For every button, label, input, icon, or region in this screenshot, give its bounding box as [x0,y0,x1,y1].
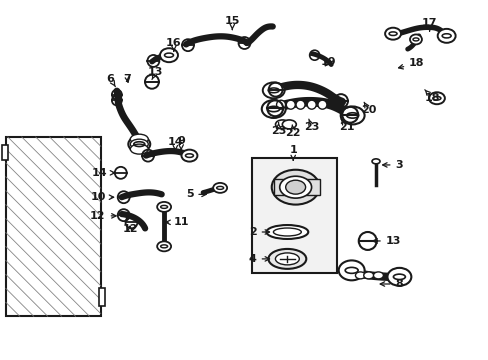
Ellipse shape [273,228,301,236]
Ellipse shape [275,253,299,265]
Text: 14: 14 [167,138,183,150]
Text: 7: 7 [123,74,131,84]
Ellipse shape [279,176,311,198]
Bar [305,179,319,195]
Ellipse shape [157,241,171,251]
Ellipse shape [262,82,284,98]
Ellipse shape [285,180,305,194]
Text: 12: 12 [90,211,116,221]
Ellipse shape [130,144,148,154]
Ellipse shape [266,225,307,239]
Text: 11: 11 [165,217,189,227]
Ellipse shape [130,134,148,144]
Bar [273,179,285,195]
Text: 12: 12 [122,225,138,234]
Text: 20: 20 [360,102,376,115]
Circle shape [276,100,285,109]
Text: 15: 15 [224,17,240,30]
Text: 22: 22 [285,125,300,138]
Text: 13: 13 [148,67,163,80]
Ellipse shape [338,260,364,280]
Text: 6: 6 [106,74,115,87]
Text: 10: 10 [90,192,113,202]
Ellipse shape [386,268,410,286]
Text: 4: 4 [248,254,269,264]
Ellipse shape [181,150,197,162]
Ellipse shape [355,272,365,279]
Ellipse shape [213,183,226,193]
Ellipse shape [409,35,421,44]
Ellipse shape [157,202,171,212]
Text: 1: 1 [289,144,297,160]
Ellipse shape [385,28,400,40]
Text: 8: 8 [379,279,403,289]
Ellipse shape [160,48,178,62]
Circle shape [285,100,295,109]
Polygon shape [6,137,101,316]
Ellipse shape [271,170,319,204]
Circle shape [295,100,305,109]
Text: 18: 18 [424,90,439,103]
Circle shape [306,100,316,109]
Text: 18: 18 [398,58,424,69]
Text: 2: 2 [248,227,269,237]
Ellipse shape [275,120,289,129]
Text: 21: 21 [338,119,354,132]
Bar [251,158,336,273]
Text: 23: 23 [270,123,285,135]
Bar [99,288,104,306]
Text: 19: 19 [320,57,335,67]
Text: 9: 9 [177,136,185,149]
Text: 3: 3 [382,160,402,170]
Ellipse shape [437,29,455,43]
Bar [2,145,8,160]
Ellipse shape [428,92,444,104]
Text: 16: 16 [166,38,182,51]
Ellipse shape [282,120,296,129]
Text: 14: 14 [91,168,114,178]
Ellipse shape [261,100,285,118]
Ellipse shape [340,107,364,125]
Ellipse shape [268,249,305,269]
Text: 17: 17 [421,18,436,31]
Ellipse shape [373,272,383,279]
Ellipse shape [371,159,379,164]
Circle shape [317,100,326,109]
Text: 5: 5 [185,189,206,199]
Ellipse shape [130,139,148,149]
Text: 23: 23 [304,119,319,132]
Ellipse shape [128,136,150,152]
Ellipse shape [363,272,373,279]
Text: 13: 13 [372,236,400,246]
